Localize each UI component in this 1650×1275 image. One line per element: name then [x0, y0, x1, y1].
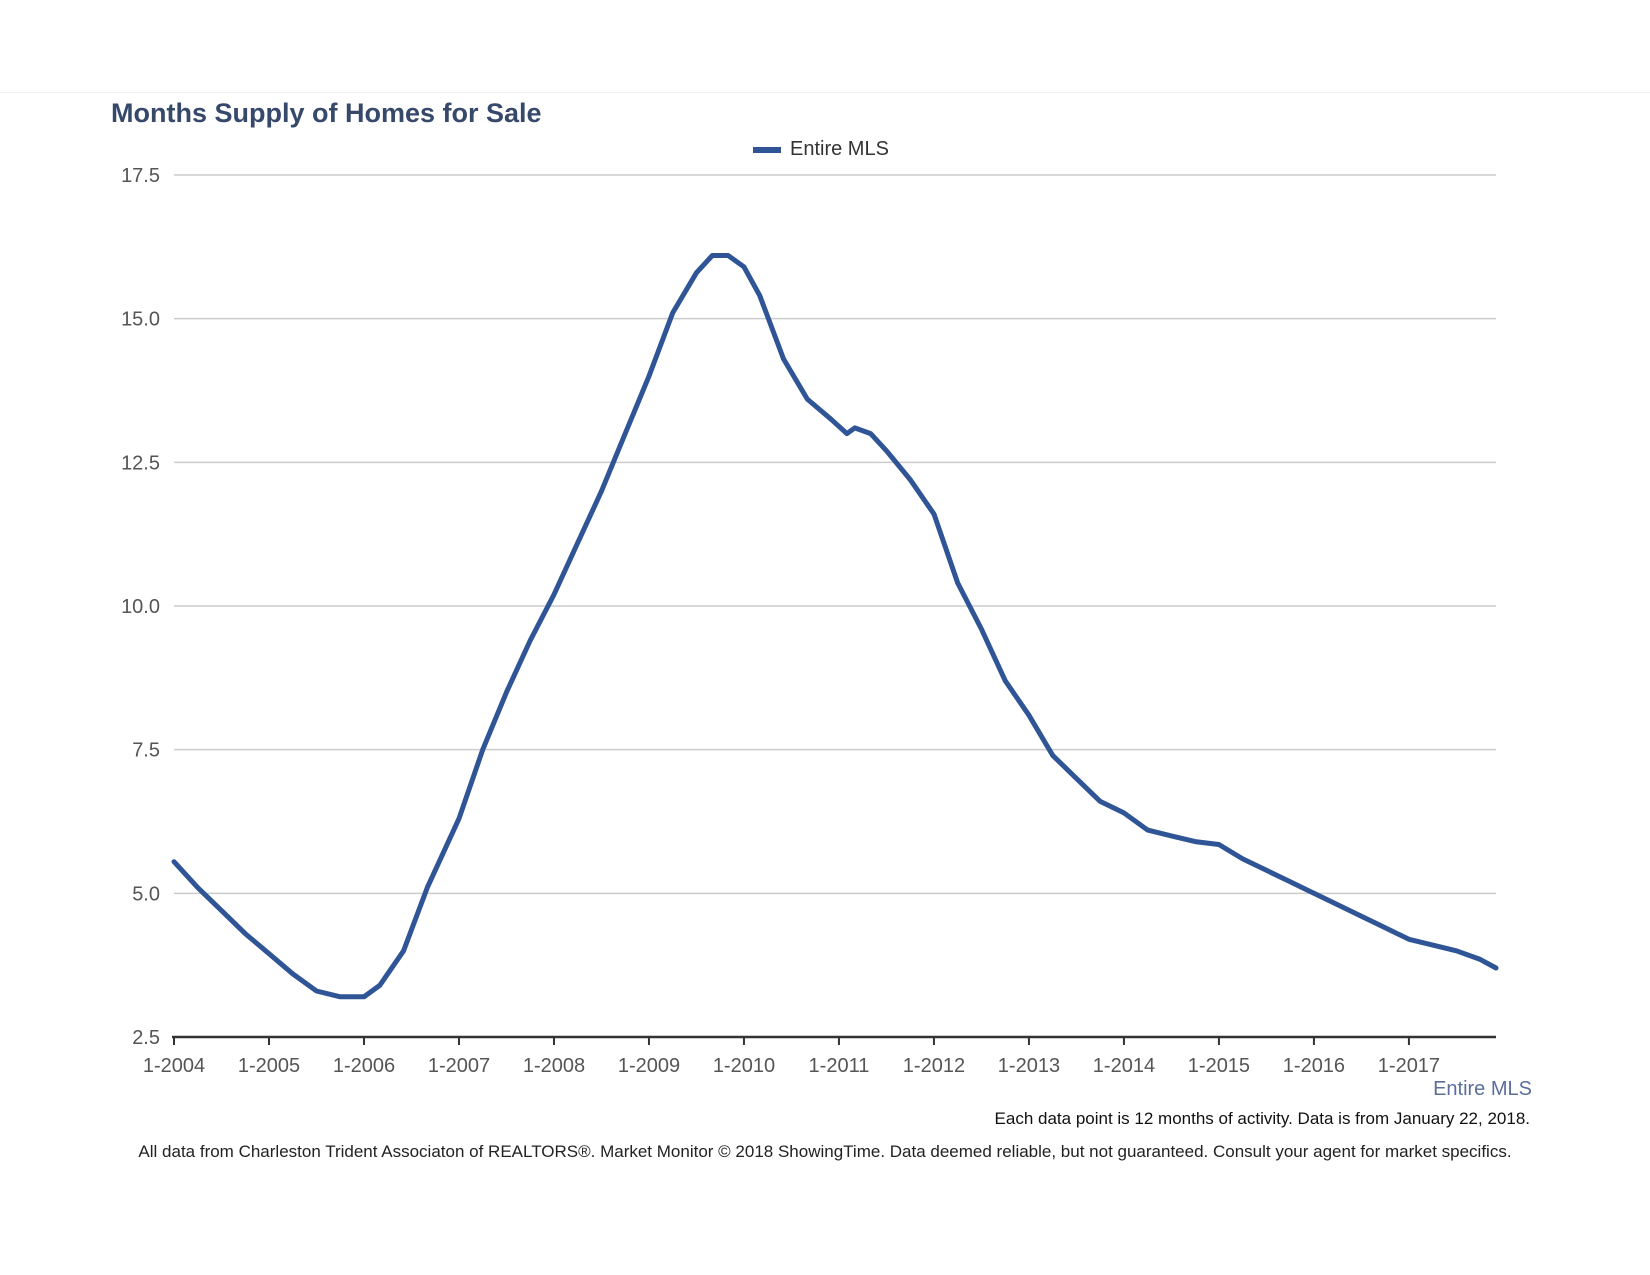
y-tick-label: 7.5	[132, 740, 160, 762]
x-tick-label: 1-2017	[1378, 1055, 1440, 1077]
x-tick-label: 1-2006	[333, 1055, 395, 1077]
series-line	[171, 253, 1499, 1000]
x-tick-label: 1-2009	[618, 1055, 680, 1077]
top-band	[0, 0, 1650, 93]
data-note: Each data point is 12 months of activity…	[994, 1109, 1530, 1128]
y-tick-label: 17.5	[121, 165, 160, 187]
x-tick-label: 1-2004	[143, 1055, 205, 1077]
y-tick-label: 2.5	[132, 1027, 160, 1049]
footer-disclaimer: All data from Charleston Trident Associa…	[138, 1142, 1512, 1161]
series-tag: Entire MLS	[1433, 1078, 1532, 1100]
legend-swatch	[753, 146, 781, 153]
x-tick-label: 1-2010	[713, 1055, 775, 1077]
x-tick-label: 1-2016	[1283, 1055, 1345, 1077]
chart-title: Months Supply of Homes for Sale	[111, 98, 542, 128]
legend-label: Entire MLS	[790, 138, 889, 160]
x-tick-label: 1-2015	[1188, 1055, 1250, 1077]
x-tick-label: 1-2011	[809, 1055, 870, 1077]
x-tick-label: 1-2005	[238, 1055, 300, 1077]
x-tick-label: 1-2013	[998, 1055, 1060, 1077]
x-tick-label: 1-2012	[903, 1055, 965, 1077]
y-tick-label: 10.0	[121, 596, 160, 618]
y-tick-label: 15.0	[121, 309, 160, 331]
y-tick-label: 5.0	[132, 883, 160, 905]
y-tick-label: 12.5	[121, 452, 160, 474]
legend: Entire MLS	[753, 138, 889, 161]
x-tick-label: 1-2014	[1093, 1055, 1155, 1077]
x-tick-label: 1-2008	[523, 1055, 585, 1077]
x-tick-label: 1-2007	[428, 1055, 490, 1077]
